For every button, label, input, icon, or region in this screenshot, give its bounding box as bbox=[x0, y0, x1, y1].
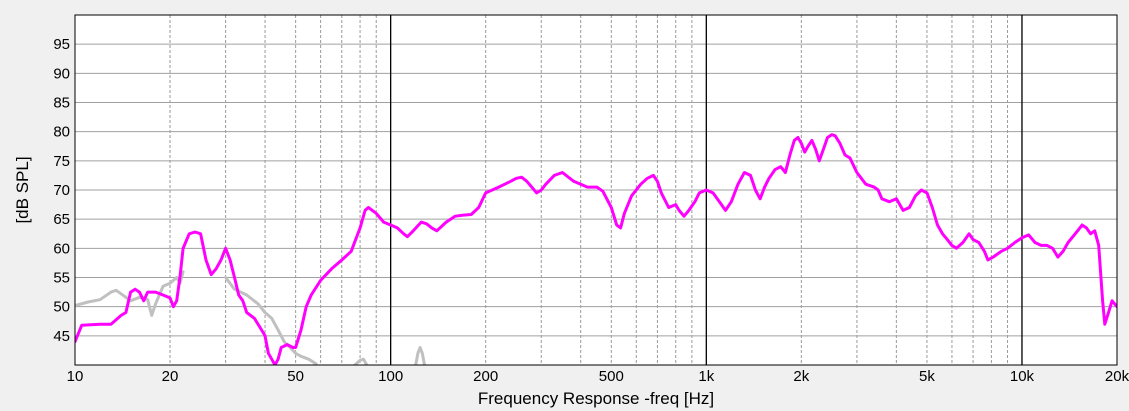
y-tick-label: 70 bbox=[53, 182, 70, 199]
x-axis-label: Frequency Response -freq [Hz] bbox=[478, 389, 714, 408]
x-tick-labels: 10 20 50 100 200 500 1k 2k 5k 10k 20k bbox=[67, 368, 1129, 385]
magenta-series-line bbox=[75, 133, 1117, 365]
y-tick-label: 55 bbox=[53, 270, 70, 287]
grey-series-line bbox=[353, 357, 369, 365]
x-tick-label: 10 bbox=[67, 368, 84, 385]
y-axis-label: [dB SPL] bbox=[13, 156, 32, 223]
y-tick-label: 75 bbox=[53, 153, 70, 170]
y-tick-label: 95 bbox=[53, 36, 70, 53]
x-tick-label: 500 bbox=[599, 368, 624, 385]
grey-series-line bbox=[414, 346, 426, 365]
y-tick-label: 65 bbox=[53, 211, 70, 228]
y-tick-label: 60 bbox=[53, 240, 70, 257]
x-tick-label: 2k bbox=[793, 368, 809, 385]
y-tick-label: 45 bbox=[53, 328, 70, 345]
y-tick-labels: 45 50 55 60 65 70 75 80 85 90 95 bbox=[53, 36, 70, 345]
x-tick-label: 5k bbox=[919, 368, 935, 385]
y-tick-label: 85 bbox=[53, 95, 70, 112]
x-tick-label: 10k bbox=[1010, 368, 1035, 385]
plot-frame bbox=[74, 14, 1118, 366]
series-layer bbox=[75, 133, 1117, 365]
grey-series-line bbox=[224, 276, 318, 365]
y-tick-label: 50 bbox=[53, 299, 70, 316]
y-tick-label: 90 bbox=[53, 65, 70, 82]
x-tick-label: 200 bbox=[473, 368, 498, 385]
x-tick-label: 100 bbox=[378, 368, 403, 385]
x-tick-label: 20k bbox=[1105, 368, 1129, 385]
x-tick-label: 1k bbox=[698, 368, 714, 385]
y-tick-label: 80 bbox=[53, 124, 70, 141]
x-tick-label: 50 bbox=[287, 368, 304, 385]
x-tick-label: 20 bbox=[162, 368, 179, 385]
